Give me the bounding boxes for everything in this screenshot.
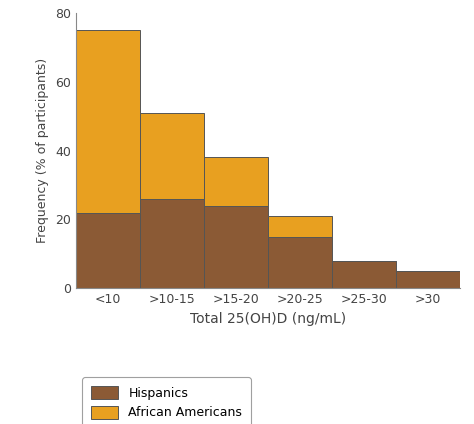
Bar [140, 199, 204, 288]
Y-axis label: Frequency (% of participants): Frequency (% of participants) [36, 58, 49, 243]
Bar [204, 206, 268, 288]
Bar [268, 237, 332, 288]
Bar [332, 261, 396, 288]
Bar [204, 157, 268, 206]
Bar [76, 30, 140, 212]
Bar [140, 113, 204, 199]
Bar [76, 212, 140, 288]
Bar [396, 271, 460, 288]
X-axis label: Total 25(OH)D (ng/mL): Total 25(OH)D (ng/mL) [190, 312, 346, 326]
Bar [268, 216, 332, 237]
Legend: Hispanics, African Americans: Hispanics, African Americans [82, 377, 251, 424]
